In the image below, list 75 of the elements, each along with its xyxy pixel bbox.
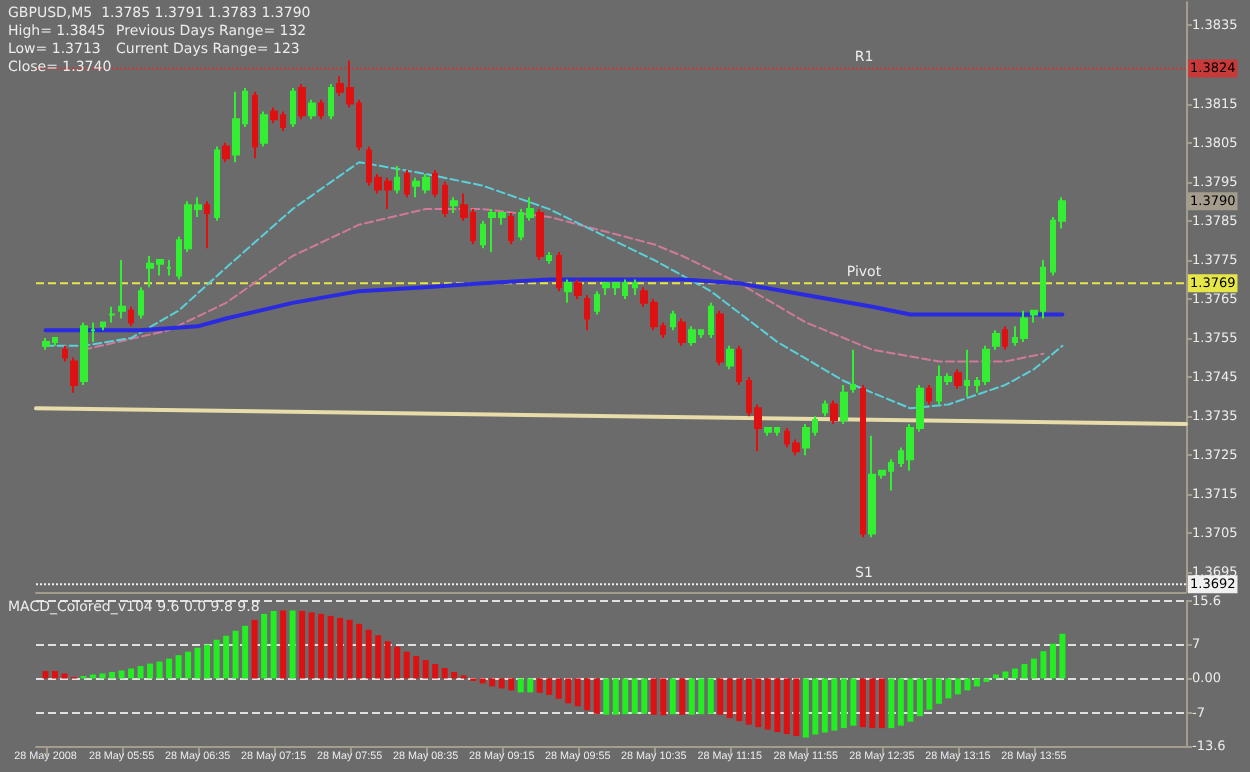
- candlestick: [222, 141, 230, 164]
- candlestick: [166, 258, 172, 277]
- bar: [888, 678, 895, 729]
- candlestick: [556, 251, 562, 293]
- bar: [270, 610, 277, 679]
- candlestick: [404, 169, 410, 199]
- bar: [289, 610, 296, 679]
- line-series: [82, 208, 1045, 363]
- candlestick: [270, 106, 278, 125]
- bar: [299, 610, 306, 679]
- candlestick: [716, 309, 724, 367]
- candlestick: [118, 258, 126, 320]
- candlestick: [252, 90, 258, 160]
- bar: [669, 678, 676, 715]
- candlestick: [564, 278, 572, 304]
- candlestick: [736, 344, 742, 386]
- candlestick: [450, 196, 458, 214]
- candlestick: [1020, 309, 1028, 343]
- candlestick: [822, 399, 828, 418]
- candlestick: [394, 165, 400, 195]
- bar: [878, 678, 885, 729]
- candlestick: [62, 344, 68, 363]
- candlestick: [328, 83, 334, 121]
- candlestick: [214, 145, 220, 222]
- candlestick: [850, 348, 856, 394]
- candlestick: [830, 399, 838, 425]
- candlestick: [138, 286, 144, 320]
- candlestick: [232, 90, 240, 164]
- candlestick: [442, 180, 448, 218]
- line-series: [44, 161, 1064, 410]
- candlestick: [632, 278, 638, 297]
- candlestick: [480, 219, 486, 250]
- candlestick: [726, 344, 734, 371]
- line-series: [43, 277, 1065, 333]
- candlestick: [298, 83, 306, 121]
- candlestick: [100, 321, 106, 332]
- bar: [251, 619, 258, 679]
- candlestick: [982, 344, 990, 386]
- candlestick: [964, 348, 970, 398]
- candlestick: [536, 208, 544, 261]
- candlestick: [508, 211, 514, 246]
- candlestick: [840, 383, 848, 425]
- bar: [679, 678, 686, 715]
- candlestick: [546, 251, 552, 265]
- candlestick: [860, 383, 866, 539]
- candlestick: [594, 290, 600, 316]
- candlestick: [670, 309, 676, 332]
- candlestick: [926, 383, 932, 406]
- candlestick: [108, 305, 116, 324]
- bar: [280, 610, 287, 679]
- bar: [603, 678, 610, 715]
- candlestick: [708, 301, 714, 340]
- candlestick: [802, 422, 810, 457]
- candlestick: [584, 294, 590, 332]
- candlestick: [432, 169, 438, 199]
- candlestick: [308, 98, 316, 121]
- candlestick: [42, 337, 50, 351]
- candlestick: [992, 329, 1000, 351]
- candlestick: [764, 426, 772, 437]
- candlestick: [318, 98, 324, 121]
- candlestick: [290, 86, 296, 129]
- candlestick: [260, 110, 268, 148]
- candlestick: [688, 325, 696, 347]
- candlestick: [574, 278, 582, 300]
- candlestick: [128, 305, 134, 328]
- candlestick: [80, 321, 88, 386]
- bar: [707, 678, 714, 714]
- candlestick: [954, 368, 962, 390]
- candlestick: [1002, 325, 1008, 351]
- bar: [717, 678, 724, 715]
- bar: [593, 678, 600, 714]
- bar: [261, 613, 268, 679]
- candlestick: [70, 356, 78, 394]
- candlestick: [678, 317, 686, 347]
- candlestick: [204, 200, 210, 250]
